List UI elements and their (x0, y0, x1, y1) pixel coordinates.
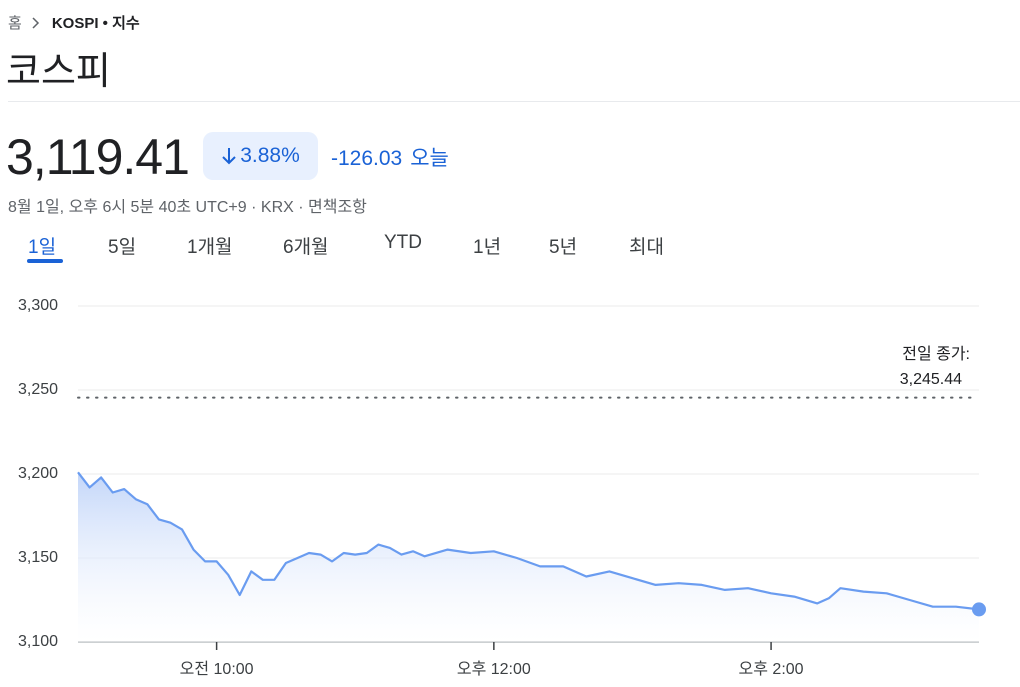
chevron (32, 16, 39, 29)
tab-indicator (27, 259, 63, 263)
y-tick-label: 3,100 (18, 633, 58, 650)
x-tick-label: 오전 10:00 (180, 660, 254, 678)
y-tick-label: 3,200 (18, 465, 58, 482)
timestamp: 8월 1일, 오후 6시 5분 40초 UTC+9 · KRX · 면책조항 (8, 199, 367, 216)
down-arrow (222, 148, 236, 165)
range-tab[interactable]: 5일 (108, 237, 137, 258)
y-tick-label: 3,250 (18, 381, 58, 398)
range-tab[interactable]: 1개월 (187, 237, 233, 258)
area (78, 472, 979, 642)
range-tab[interactable]: 최대 (629, 237, 664, 258)
breadcrumb: 홈 KOSPI • 지수 (8, 12, 140, 33)
range-tab[interactable]: 1년 (473, 237, 502, 258)
last-point (972, 602, 986, 617)
change-percent: 3.88% (240, 144, 300, 167)
price-line (77, 471, 980, 611)
range-tab[interactable]: 6개월 (283, 237, 329, 258)
range-tab[interactable]: 1일 (28, 237, 57, 258)
y-tick-label: 3,150 (18, 549, 58, 566)
previous-close-value: 3,245.44 (900, 371, 962, 388)
change-value: -126.03 (331, 147, 403, 170)
y-tick-label: 3,300 (18, 297, 58, 314)
chart: 3,100 3,150 3,200 3,250 3,300 오전 10:00 오후 12:0… (18, 297, 986, 678)
breadcrumb-current: KOSPI • 지수 (51, 15, 140, 32)
change-period: 오늘 (410, 147, 449, 170)
page-title: 코스피 (6, 51, 111, 93)
change-badge: 3.88% (203, 132, 318, 180)
price: 3,119.41 (6, 129, 190, 185)
range-tab[interactable]: 5년 (549, 237, 578, 258)
x-tick-label: 오후 12:00 (457, 660, 531, 678)
breadcrumb-home[interactable]: 홈 (8, 15, 22, 32)
range-tab[interactable]: YTD (384, 232, 422, 253)
divider (8, 101, 1020, 102)
previous-close-label: 전일 종가: (902, 345, 970, 363)
x-tick-label: 오후 2:00 (739, 660, 804, 678)
change: -126.03 오늘 (331, 142, 449, 172)
